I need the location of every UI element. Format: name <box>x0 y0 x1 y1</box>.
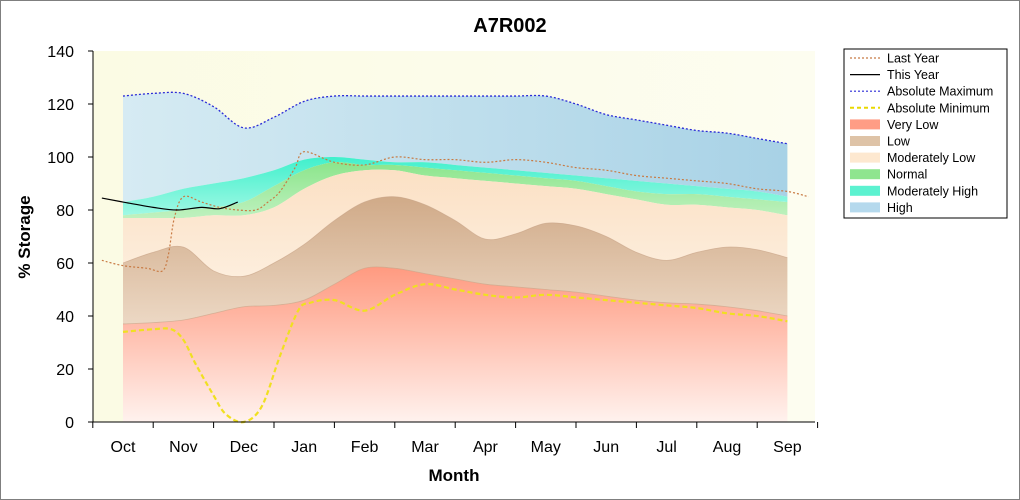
x-tick-label-may: May <box>531 439 561 456</box>
x-tick-label-nov: Nov <box>169 439 197 456</box>
band-low <box>123 196 788 324</box>
legend-label-low: Low <box>887 135 911 149</box>
legend-label-moderately-low: Moderately Low <box>887 151 976 165</box>
x-tick-label-aug: Aug <box>713 439 741 456</box>
band-moderately-low <box>123 169 788 277</box>
legend-label-last-year: Last Year <box>887 52 939 66</box>
x-tick-label-oct: Oct <box>111 439 136 456</box>
x-tick-label-sep: Sep <box>773 439 802 456</box>
y-tick-label: 0 <box>65 415 74 432</box>
legend-swatch-moderately-high <box>850 185 880 196</box>
y-tick-label: 120 <box>47 97 74 114</box>
x-axis-title: Month <box>429 466 480 485</box>
x-tick-label-feb: Feb <box>351 439 379 456</box>
legend-swatch-normal <box>850 169 880 180</box>
y-tick-label: 140 <box>47 44 74 61</box>
x-tick-label-apr: Apr <box>473 439 499 456</box>
x-tick-label-mar: Mar <box>411 439 439 456</box>
band-normal <box>123 162 788 219</box>
legend-label-very-low: Very Low <box>887 118 939 132</box>
lines-group <box>101 91 809 424</box>
legend: Last Year This Year Absolute Maximum Absolu… <box>843 48 1008 219</box>
x-tick-label-jul: Jul <box>656 439 676 456</box>
legend-swatch-moderately-low <box>850 152 880 163</box>
series-last-year <box>101 151 809 273</box>
band-edge-very-low-top <box>122 266 788 325</box>
y-tick-label: 100 <box>47 150 74 167</box>
y-tick-label: 40 <box>56 309 74 326</box>
chart-title: A7R002 <box>473 15 546 37</box>
y-tick-label: 20 <box>56 362 74 379</box>
y-tick-label: 80 <box>56 203 74 220</box>
series-absolute-minimum <box>122 283 788 424</box>
series-absolute-maximum <box>122 91 788 145</box>
y-axis-ticks: 0 20 40 60 80 100 120 140 <box>47 44 93 432</box>
band-high <box>123 92 788 203</box>
legend-label-normal: Normal <box>887 168 927 182</box>
band-very-low <box>123 266 788 422</box>
x-tick-label-jan: Jan <box>291 439 317 456</box>
y-tick-label: 60 <box>56 256 74 273</box>
legend-swatch-high <box>850 202 880 213</box>
legend-swatch-low <box>850 136 880 146</box>
legend-label-this-year: This Year <box>887 68 939 82</box>
legend-label-absolute-maximum: Absolute Maximum <box>887 85 993 99</box>
legend-label-moderately-high: Moderately High <box>887 184 978 198</box>
band-moderately-high <box>123 157 788 216</box>
x-tick-label-dec: Dec <box>230 439 258 456</box>
band-edge-low-top <box>122 196 788 278</box>
x-tick-label-jun: Jun <box>593 439 619 456</box>
bands-group <box>122 92 788 422</box>
x-axis-ticks: Oct Nov Dec Jan Feb Mar Apr May Jun Jul Aug Sep <box>92 422 819 456</box>
y-axis-title: % Storage <box>15 195 34 278</box>
series-this-year <box>101 197 238 211</box>
legend-label-high: High <box>887 201 913 215</box>
legend-swatch-very-low <box>850 119 880 130</box>
legend-label-absolute-minimum: Absolute Minimum <box>887 101 990 115</box>
